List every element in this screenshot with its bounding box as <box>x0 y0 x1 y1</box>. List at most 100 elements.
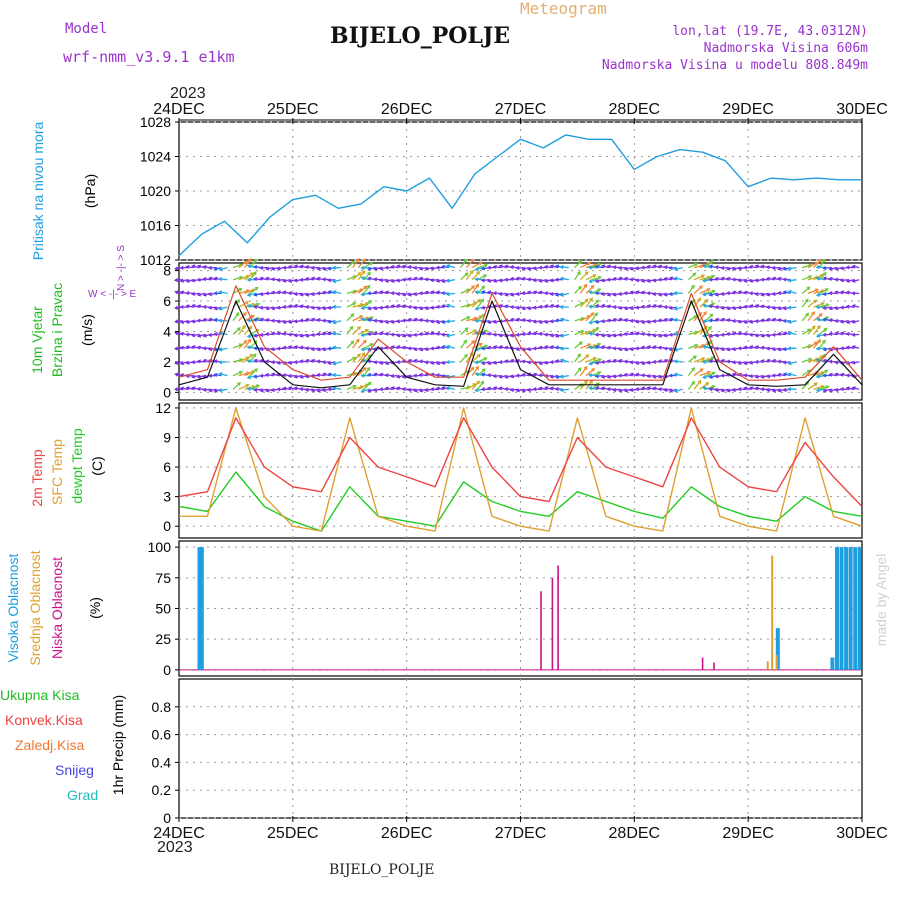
wind-arrow-head <box>253 333 258 338</box>
wind-arrow-head <box>299 386 304 392</box>
wind-arrow-head <box>646 304 651 309</box>
wind-arrow-head <box>207 332 213 338</box>
wind-arrow-head <box>373 277 378 282</box>
wind-arrow-head <box>834 306 839 311</box>
wind-arrow-head <box>179 331 184 336</box>
wind-arrow <box>238 312 247 322</box>
x-label-top: 26DEC <box>381 101 433 118</box>
wind-arrow <box>460 354 468 363</box>
wind-arrow-head <box>640 373 645 378</box>
wind-arrow-head <box>293 374 298 379</box>
wind-arrow-head <box>316 306 321 311</box>
wind-arrow-head <box>623 291 628 296</box>
wind-arrow-head <box>299 333 304 338</box>
wind-arrow <box>688 331 698 336</box>
wind-arrow <box>715 318 723 322</box>
wind-arrow-head <box>413 358 418 363</box>
wind-arrow-head <box>640 304 645 309</box>
wind-arrow-head <box>304 264 310 270</box>
wind-arrow-head <box>492 264 497 269</box>
wind-arrow-head <box>754 359 759 365</box>
wind-arrow-head <box>822 373 827 378</box>
wind-arrow-head <box>208 347 213 352</box>
wind-arrow <box>471 299 481 308</box>
wind-arrow <box>477 357 487 363</box>
wind-arrow-head <box>617 373 622 378</box>
wind-arrow-head <box>606 292 611 297</box>
wind-arrow <box>333 361 342 365</box>
wind-arrow-head <box>612 265 617 270</box>
wind-arrow-head <box>480 360 486 366</box>
wind-arrow-head <box>554 292 560 297</box>
wind-arrow-head <box>481 368 486 373</box>
wind-arrow-head <box>851 386 856 391</box>
wind-arrow-head <box>673 359 678 364</box>
wind-arrow-head <box>174 372 179 377</box>
wind-arrow-head <box>440 291 446 296</box>
wind-arrow-head <box>305 292 310 297</box>
wind-arrow-head <box>815 305 820 310</box>
wind-arrow <box>368 333 376 336</box>
wind-arrow-head <box>782 318 787 324</box>
wind-arrow-head <box>782 372 787 377</box>
wind-arrow-head <box>202 346 207 351</box>
wind-arrow <box>238 260 248 269</box>
x-label-top: 30DEC <box>836 101 888 118</box>
wind-arrow-head <box>777 306 782 311</box>
wind-arrow-head <box>748 264 754 269</box>
wind-arrow-head <box>766 276 771 281</box>
wind-arrow-head <box>748 332 753 337</box>
wind-arrow <box>705 275 715 281</box>
wind-arrow-head <box>726 331 731 337</box>
wind-arrow-head <box>246 277 251 282</box>
wind-arrow-head <box>521 266 526 271</box>
wind-arrow-head <box>765 346 770 351</box>
wind-arrow <box>254 277 262 281</box>
wind-arrow-head <box>702 375 707 380</box>
wind-arrow-head <box>612 358 617 363</box>
wind-arrow-head <box>845 331 850 336</box>
wind-arrow-head <box>282 290 287 295</box>
wind-arrow-head <box>600 333 606 338</box>
wind-arrow-head <box>466 316 471 320</box>
wind-arrow-head <box>441 319 446 324</box>
wind-arrow-head <box>731 318 736 324</box>
panel-frame-cloud <box>178 540 863 677</box>
wind-arrow <box>823 266 831 269</box>
wind-arrow <box>446 304 456 308</box>
wind-arrow <box>346 326 353 335</box>
wind-arrow-head <box>179 361 185 366</box>
wind-arrow-head <box>594 345 600 350</box>
wind-arrow-head <box>668 373 673 378</box>
wind-arrow-head <box>815 358 821 363</box>
wind-arrow <box>475 361 484 364</box>
wind-arrow-head <box>521 331 526 337</box>
wind-arrow-head <box>549 303 554 308</box>
wind-arrow-head <box>366 366 371 371</box>
wind-arrow <box>788 361 797 365</box>
wind-arrow-head <box>276 266 281 271</box>
wind-arrow-head <box>470 366 475 371</box>
wind-arrow-head <box>697 379 702 384</box>
wind-arrow-head <box>754 278 759 283</box>
wind-arrow <box>823 347 831 351</box>
wind-arrow-head <box>549 386 554 391</box>
wind-arrow-head <box>464 272 469 277</box>
wind-arrow-head <box>559 346 564 351</box>
wind-arrow <box>813 313 823 322</box>
wind-arrow-head <box>332 320 337 325</box>
wind-arrow <box>709 319 717 322</box>
wind-arrow-head <box>815 265 820 270</box>
wind-arrow-head <box>704 299 709 303</box>
wind-arrow-head <box>600 278 605 283</box>
wind-arrow <box>481 279 490 282</box>
wind-arrow-head <box>424 277 429 282</box>
wind-arrow-head <box>640 331 645 336</box>
precip-axis-title: 1hr Precip (mm) <box>110 695 126 795</box>
wind-arrow-head <box>413 276 418 281</box>
wind-arrow-head <box>474 290 479 295</box>
wind-arrow-head <box>179 290 185 295</box>
wind-arrow <box>580 343 591 349</box>
wind-arrow-head <box>384 386 389 391</box>
wind-arrow-head <box>663 387 668 392</box>
